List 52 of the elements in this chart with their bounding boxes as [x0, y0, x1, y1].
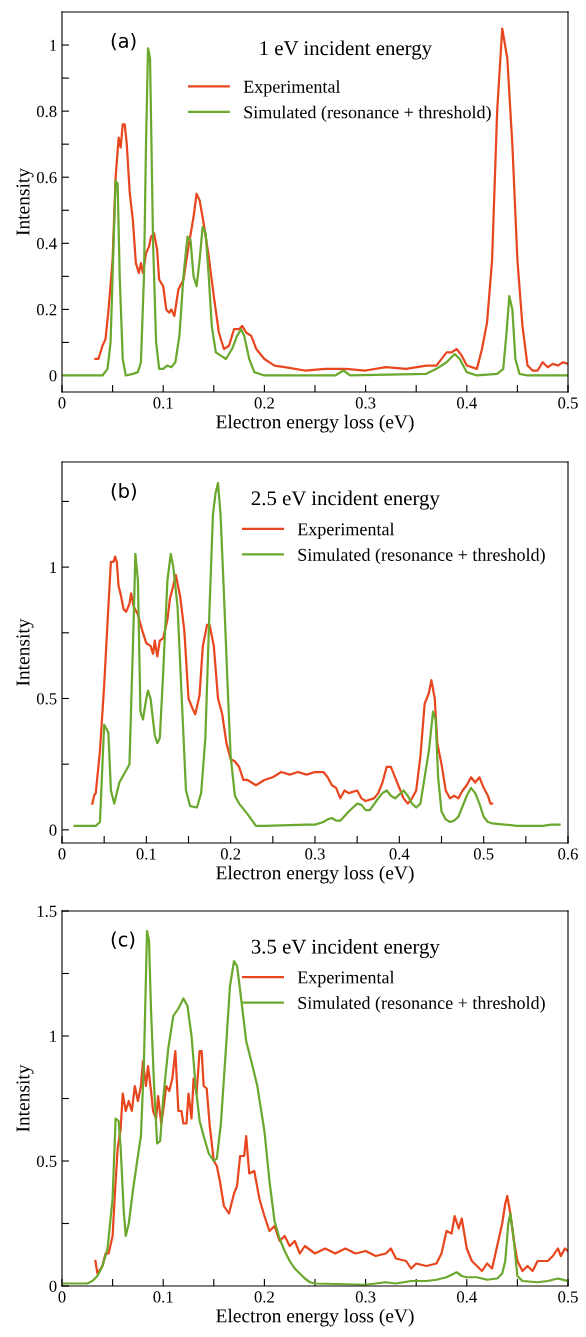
y-tick-label: 0.4 [36, 238, 57, 250]
x-tick-label: 0.4 [389, 848, 410, 860]
y-tick-label: 0.6 [36, 171, 57, 184]
line-series [73, 481, 561, 828]
y-axis-title: Intensity [16, 618, 34, 686]
x-tick-label: 0.5 [558, 1291, 578, 1303]
y-tick-label: 0 [49, 1280, 57, 1292]
legend-label: Experimental [243, 80, 341, 97]
x-tick-label: 0 [58, 848, 66, 860]
x-tick-label: 0.5 [473, 848, 494, 860]
legend-label: Experimental [297, 522, 395, 540]
x-axis-title: Electron energy loss (eV) [216, 865, 414, 884]
x-tick-label: 0.1 [136, 848, 156, 860]
y-tick-label: 0.2 [36, 304, 57, 316]
x-tick-label: 0.1 [153, 397, 173, 409]
x-tick-label: 0.3 [305, 848, 325, 860]
x-tick-label: 0.6 [558, 848, 578, 860]
y-tick-label: 1 [50, 39, 57, 51]
legend-label: Simulated (resonance + threshold) [298, 996, 545, 1013]
y-tick-label: 1 [50, 1030, 57, 1042]
y-tick-label: 0.8 [36, 105, 57, 118]
annotation: (c) [111, 931, 135, 949]
x-tick-label: 0.3 [355, 397, 376, 409]
x-tick-label: 0.2 [254, 1291, 274, 1303]
legend-label: Simulated (resonance + threshold) [244, 105, 491, 123]
y-tick-label: 1 [50, 561, 57, 573]
line-series [94, 1049, 568, 1275]
x-tick-label: 0.2 [254, 397, 274, 409]
annotation: (a) [111, 33, 136, 51]
y-tick-label: 0.5 [36, 693, 57, 705]
x-tick-label: 0.2 [220, 848, 241, 860]
y-tick-label: 1.5 [37, 905, 57, 918]
y-axis-title: Intensity [16, 168, 34, 236]
text: 3.5 eV incident energy [251, 939, 440, 958]
x-tick-label: 0 [58, 1291, 66, 1303]
text: 2.5 eV incident energy [251, 490, 440, 510]
x-tick-label: 0.4 [457, 1291, 477, 1303]
y-tick-label: 0.5 [36, 1155, 57, 1168]
y-tick-label: 0 [49, 370, 57, 382]
x-tick-label: 0.4 [457, 397, 477, 409]
x-axis-title: Electron energy loss (eV) [216, 1308, 414, 1327]
x-axis-title: Electron energy loss (eV) [216, 414, 414, 433]
annotation: (b) [111, 483, 136, 501]
legend-label: Simulated (resonance + threshold) [298, 548, 545, 565]
legend-label: Experimental [297, 970, 395, 988]
y-axis-title: Intensity [16, 1064, 34, 1132]
x-tick-label: 0.3 [355, 1291, 376, 1303]
y-tick-label: 0 [49, 824, 57, 836]
x-tick-label: 0.5 [558, 397, 578, 409]
x-tick-label: 0 [58, 397, 66, 409]
x-tick-label: 0.1 [153, 1291, 173, 1303]
text: 1 eV incident energy [260, 40, 432, 60]
